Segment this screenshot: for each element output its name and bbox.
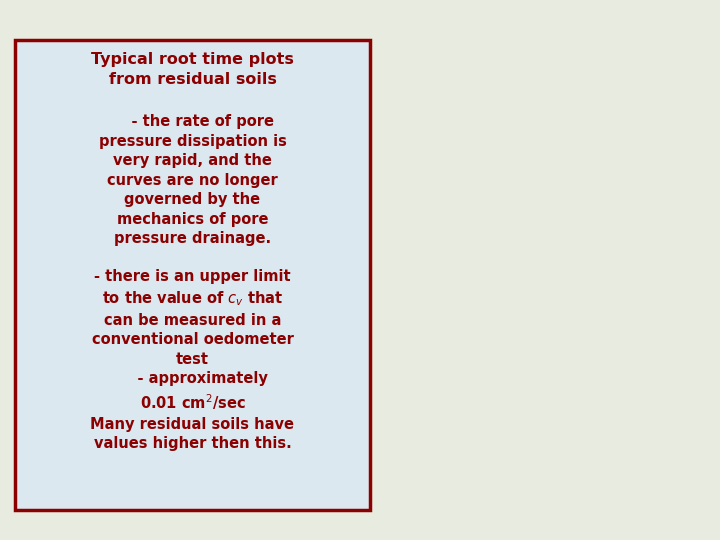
FancyBboxPatch shape [15,40,370,510]
Text: - the rate of pore
pressure dissipation is
very rapid, and the
curves are no lon: - the rate of pore pressure dissipation … [99,114,287,246]
Text: - there is an upper limit
to the value of $c_v$ that
can be measured in a
conven: - there is an upper limit to the value o… [91,269,294,451]
Text: Typical root time plots
from residual soils: Typical root time plots from residual so… [91,52,294,87]
